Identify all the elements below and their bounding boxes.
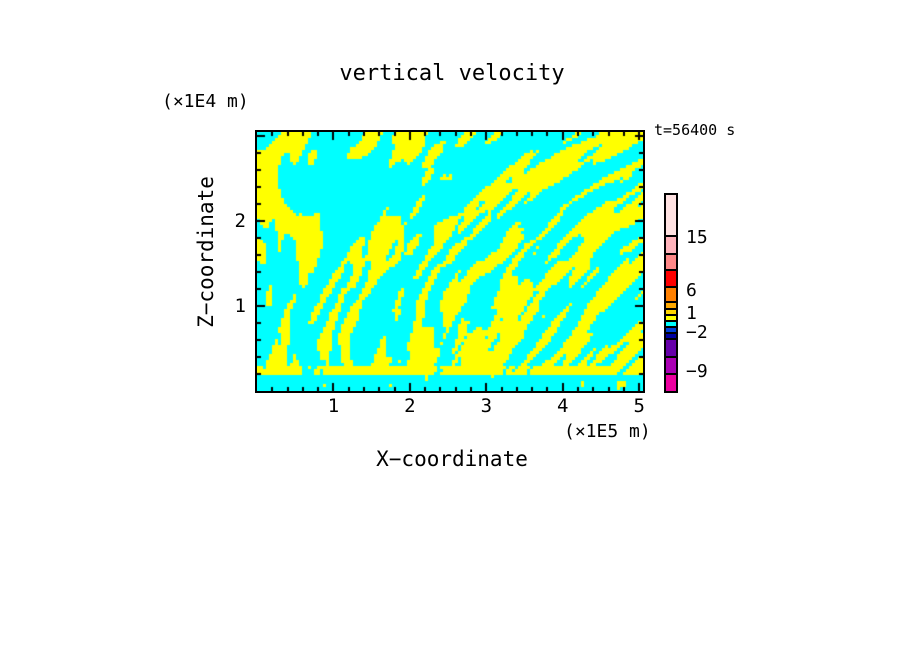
heatmap-field-canvas — [257, 132, 643, 391]
colorbar-segment — [666, 288, 676, 303]
colorbar-label: 6 — [686, 280, 697, 301]
colorbar-segment — [666, 322, 676, 328]
colorbar-segment — [666, 303, 676, 310]
colorbar-label: −9 — [686, 361, 708, 382]
colorbar-label: −2 — [686, 322, 708, 343]
x-axis-tick-label: 5 — [633, 395, 645, 417]
x-axis-tick-label: 2 — [404, 395, 416, 417]
time-annotation: t=56400 s — [654, 121, 736, 139]
colorbar-label: 15 — [686, 227, 708, 248]
colorbar — [664, 193, 678, 393]
x-axis-tick-label: 1 — [327, 395, 340, 417]
colorbar-segment — [666, 328, 676, 334]
colorbar-segment — [666, 237, 676, 255]
colorbar-segment — [666, 316, 676, 322]
colorbar-segment — [666, 195, 676, 237]
x-axis-tick-label: 4 — [557, 395, 569, 417]
colorbar-segment — [666, 358, 676, 375]
z-axis-tick-label: 2 — [234, 210, 246, 233]
colorbar-segment — [666, 375, 676, 391]
heatmap-plot-area — [255, 130, 645, 393]
z-axis-unit-label: (×1E4 m) — [162, 91, 249, 112]
x-axis-unit-label: (×1E5 m) — [564, 421, 651, 442]
colorbar-segment — [666, 271, 676, 288]
colorbar-segment — [666, 255, 676, 271]
colorbar-segment — [666, 310, 676, 316]
chart-title: vertical velocity — [339, 61, 565, 86]
z-axis-title: Z−coordinate — [193, 176, 218, 328]
colorbar-segment — [666, 340, 676, 358]
x-axis-tick-label: 3 — [480, 395, 493, 417]
x-axis-title: X−coordinate — [376, 447, 528, 471]
colorbar-segment — [666, 334, 676, 340]
z-axis-tick-label: 1 — [234, 295, 246, 318]
colorbar-label: 1 — [686, 303, 697, 324]
